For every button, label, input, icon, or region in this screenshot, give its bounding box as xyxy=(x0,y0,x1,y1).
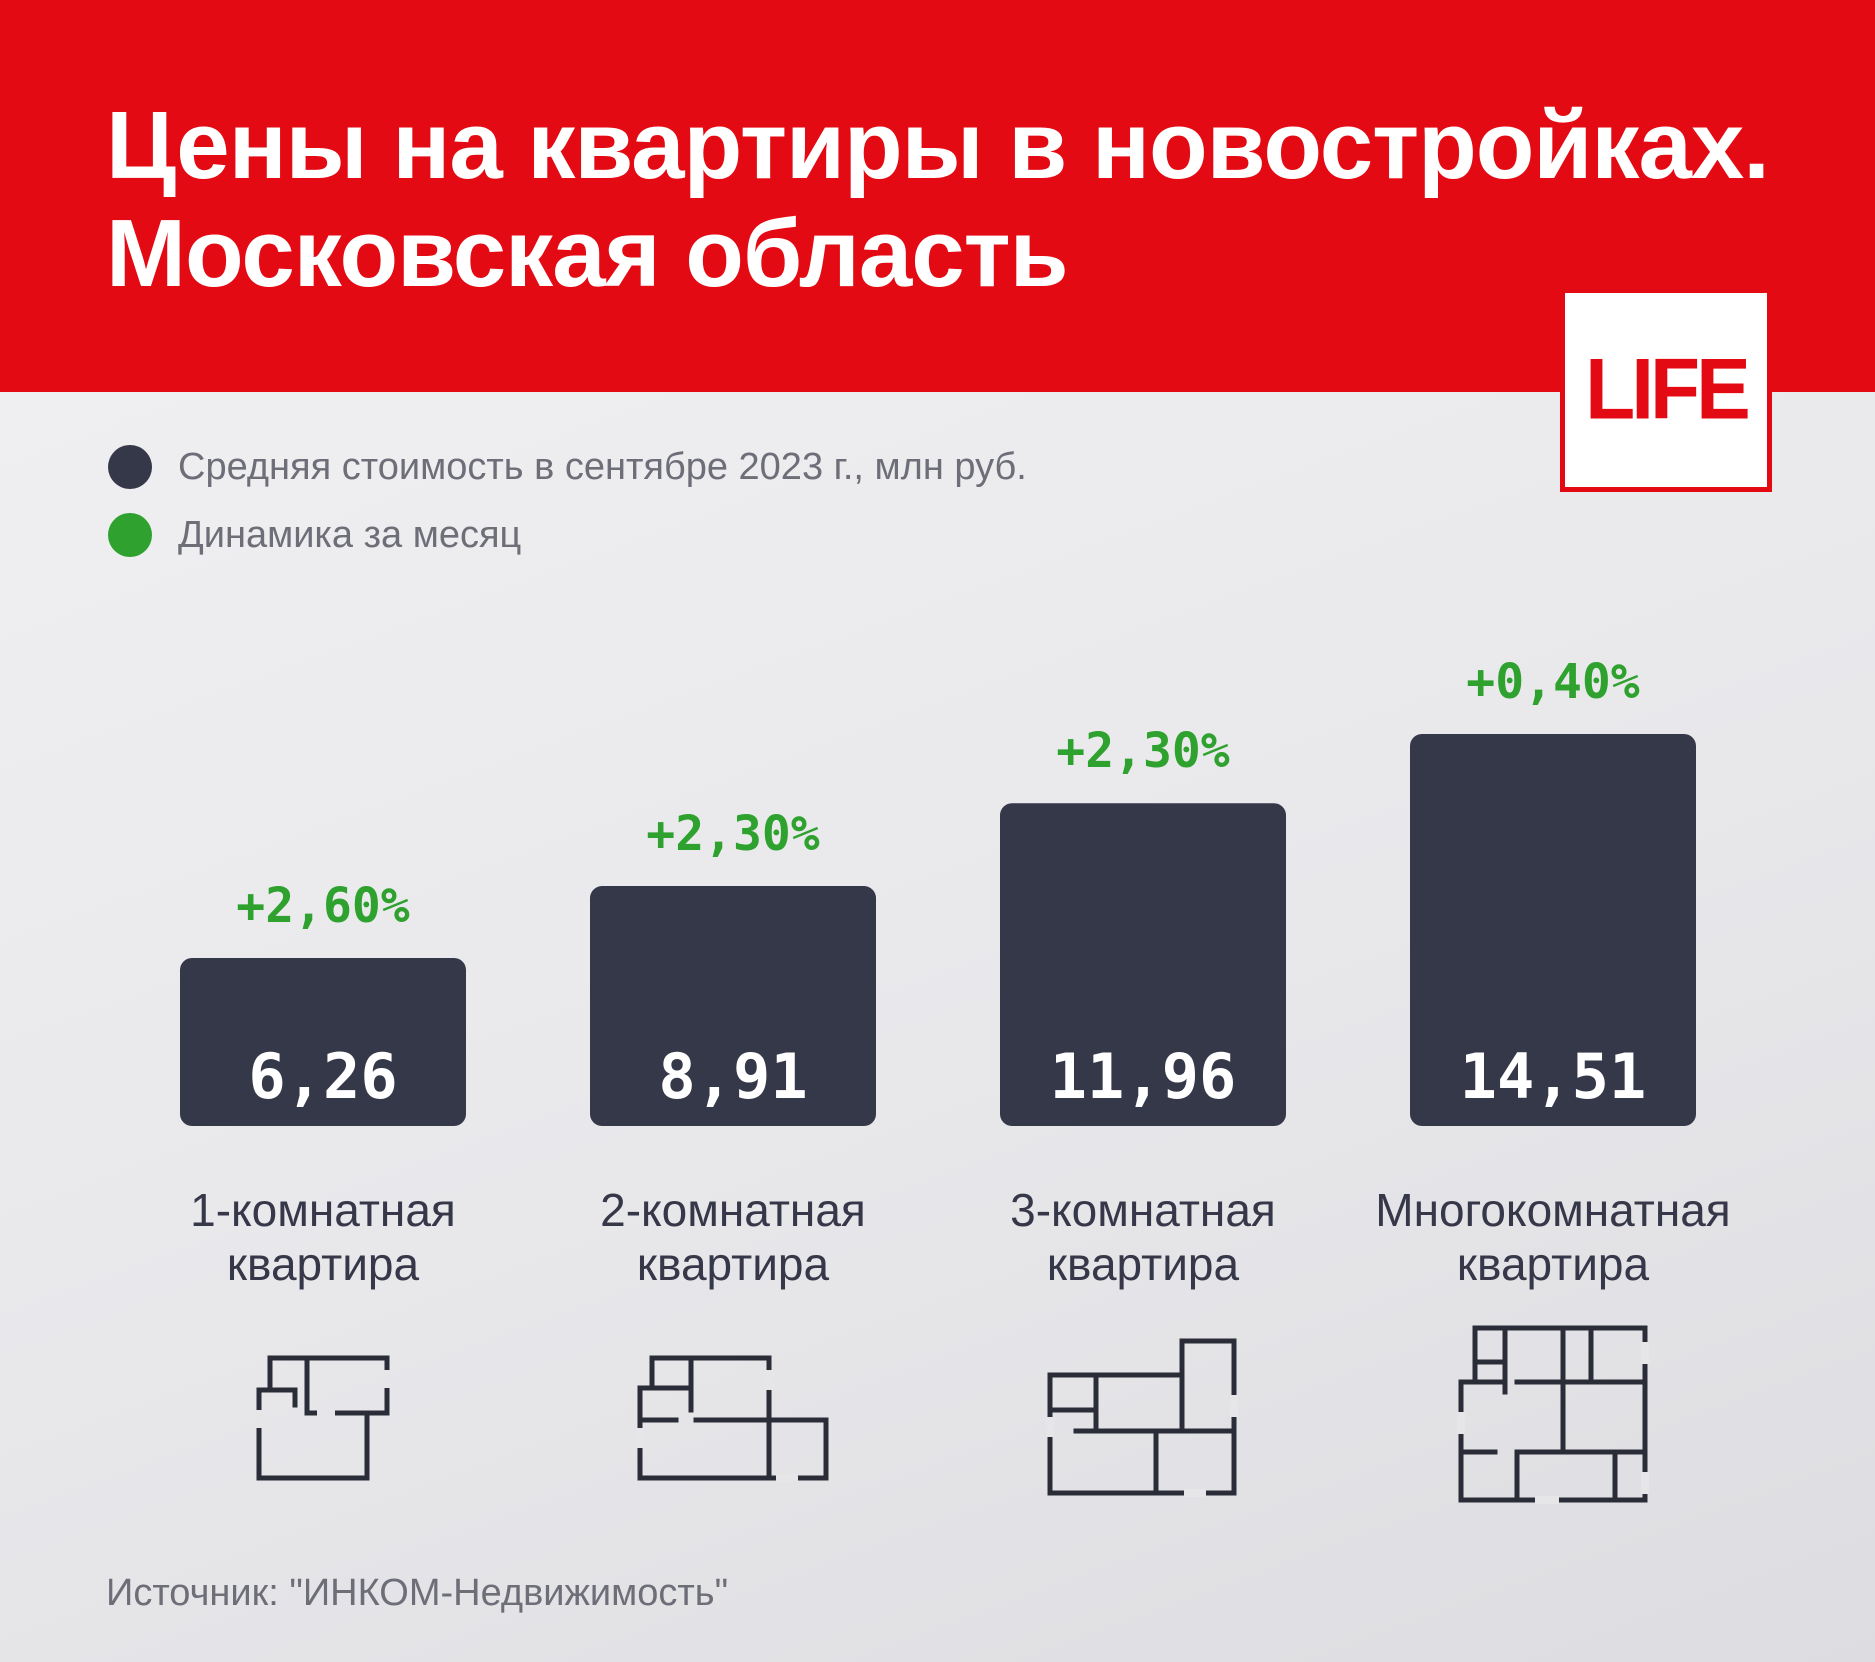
header-banner: Цены на квартиры в новостройках. Московс… xyxy=(0,0,1875,392)
legend-label-price: Средняя стоимость в сентябре 2023 г., мл… xyxy=(178,445,1027,488)
bar-value-label-4: 14,51 xyxy=(1460,1040,1647,1113)
category-label-2-line2: квартира xyxy=(637,1238,830,1290)
floor-plan-1-room-icon xyxy=(255,1355,391,1481)
title-line-2: Московская область xyxy=(106,200,1069,307)
floor-plan-multi-room-icon xyxy=(1457,1325,1649,1504)
bar-value-label-2: 8,91 xyxy=(658,1040,807,1113)
bar-1 xyxy=(180,958,466,1126)
title-line-1: Цены на квартиры в новостройках. xyxy=(106,92,1770,199)
legend-swatch-price xyxy=(108,445,152,489)
legend-label-change: Динамика за месяц xyxy=(178,513,522,556)
change-label-1: +2,60% xyxy=(236,878,409,934)
change-label-2: +2,30% xyxy=(646,806,819,862)
floor-plan-2-room-icon xyxy=(636,1355,829,1482)
bar-3 xyxy=(1000,803,1286,1126)
category-label-3-line1: 3-комнатная xyxy=(1010,1184,1276,1236)
change-label-4: +0,40% xyxy=(1466,654,1639,710)
category-label-4-line2: квартира xyxy=(1457,1238,1650,1290)
logo-text: LIFE xyxy=(1585,341,1751,438)
category-label-1-line2: квартира xyxy=(227,1238,420,1290)
category-label-4-line1: Многокомнатная xyxy=(1375,1184,1730,1236)
category-label-1-line1: 1-комнатная xyxy=(190,1184,456,1236)
category-label-3-line2: квартира xyxy=(1047,1238,1240,1290)
legend-item-price: Средняя стоимость в сентябре 2023 г., мл… xyxy=(108,444,1027,490)
bar-4 xyxy=(1410,734,1696,1126)
category-label-2-line1: 2-комнатная xyxy=(600,1184,866,1236)
change-label-3: +2,30% xyxy=(1056,723,1229,779)
bar-value-label-3: 11,96 xyxy=(1050,1040,1237,1113)
source-note: Источник: "ИНКОМ-Недвижимость" xyxy=(106,1572,729,1614)
legend-item-change: Динамика за месяц xyxy=(108,512,521,558)
floor-plan-3-room-icon xyxy=(1046,1338,1238,1497)
life-logo: LIFE xyxy=(1560,288,1772,492)
bar-2 xyxy=(590,886,876,1126)
legend-swatch-change xyxy=(108,513,152,557)
bar-value-label-1: 6,26 xyxy=(248,1040,397,1113)
